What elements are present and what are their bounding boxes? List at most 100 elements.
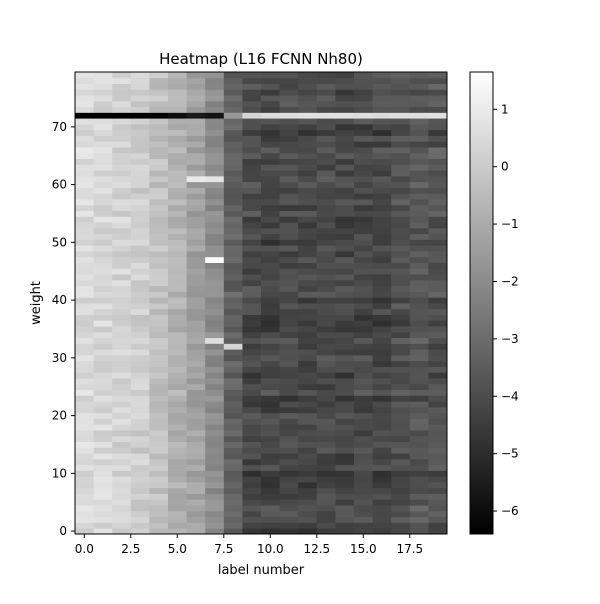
heatmap-cell [186,129,206,136]
heatmap-cell [93,372,113,379]
heatmap-cell [75,453,94,460]
heatmap-cell [428,308,448,315]
heatmap-cell [149,100,169,108]
heatmap-cell [149,430,169,437]
heatmap-cell [261,199,280,206]
heatmap-cell [428,239,448,246]
heatmap-cell [130,510,150,518]
heatmap-cell [335,395,355,402]
heatmap-cell [149,505,169,512]
heatmap-cell [130,199,150,206]
heatmap-cell [186,227,206,235]
heatmap-cell [428,383,448,391]
heatmap-cell [186,268,206,275]
heatmap-cell [428,505,448,512]
heatmap-cell [335,406,355,414]
heatmap-cell [372,430,392,437]
colorbar-tick-label: 1 [501,102,509,116]
heatmap-cell [372,251,392,258]
heatmap-cell [149,510,169,518]
heatmap-cell [112,406,132,414]
heatmap-cell [112,222,132,229]
heatmap-cell [205,100,225,108]
heatmap-cell [168,164,187,171]
colorbar-ticks: 10−1−2−3−4−5−6 [493,102,519,518]
heatmap-cell [372,470,392,477]
heatmap-cell [130,447,150,454]
heatmap-cell [335,314,355,321]
heatmap-cell [316,360,336,367]
heatmap-cell [279,418,299,425]
heatmap-cell [130,222,150,229]
heatmap-cell [223,510,243,518]
heatmap-cell [316,262,336,269]
heatmap-cell [428,487,448,494]
heatmap-cell [168,383,187,391]
heatmap-cell [93,222,113,229]
heatmap-cell [261,216,280,223]
heatmap-cell [409,418,429,425]
heatmap-cell [242,222,262,229]
heatmap-cell [112,239,132,246]
heatmap-cell [391,418,411,425]
heatmap-cell [316,95,336,102]
heatmap-cell [372,118,392,125]
heatmap-cell [335,175,355,183]
heatmap-cell [205,510,225,518]
heatmap-cell [298,279,318,287]
heatmap-cell [186,320,206,327]
heatmap-cell [279,308,299,315]
heatmap-cell [409,308,429,315]
heatmap-cell [354,412,373,419]
heatmap-cell [354,401,373,408]
heatmap-cell [149,383,169,391]
heatmap-cell [130,487,150,494]
heatmap-cell [279,464,299,471]
heatmap-cell [409,77,429,84]
heatmap-cell [391,285,411,292]
heatmap-cell [205,227,225,235]
heatmap-cell [130,285,150,292]
heatmap-cell [298,106,318,113]
heatmap-cell [75,175,94,183]
heatmap-cell [205,112,225,119]
heatmap-cell [279,331,299,339]
heatmap-cell [391,487,411,494]
heatmap-cell [391,470,411,477]
heatmap-cell [93,83,113,90]
heatmap-cell [391,337,411,344]
heatmap-cell [130,406,150,414]
heatmap-cell [335,516,355,523]
heatmap-cell [93,141,113,148]
heatmap-cell [223,447,243,454]
heatmap-cell [298,210,318,217]
heatmap-cell [112,158,132,165]
heatmap-cell [354,129,373,136]
heatmap-cell [279,303,299,310]
heatmap-cell [93,216,113,223]
heatmap-cell [372,424,392,431]
heatmap-cell [391,135,411,142]
heatmap-cell [112,297,132,304]
heatmap-cell [316,268,336,275]
heatmap-cell [354,89,373,96]
heatmap-cell [391,170,411,177]
x-axis-label: label number [218,563,305,578]
heatmap-cell [205,360,225,367]
heatmap-cell [261,135,280,142]
heatmap-cell [335,458,355,466]
heatmap-cell [316,147,336,154]
heatmap-cell [223,378,243,385]
heatmap-cell [335,372,355,379]
heatmap-cell [316,303,336,310]
heatmap-cell [261,470,280,477]
heatmap-cell [409,424,429,431]
heatmap-cell [242,326,262,333]
heatmap-cell [335,343,355,350]
heatmap-cell [279,175,299,183]
heatmap-cell [93,458,113,466]
heatmap-cell [130,326,150,333]
colorbar-tick-label: −3 [501,332,519,346]
heatmap-cell [391,95,411,102]
heatmap-cell [223,106,243,113]
